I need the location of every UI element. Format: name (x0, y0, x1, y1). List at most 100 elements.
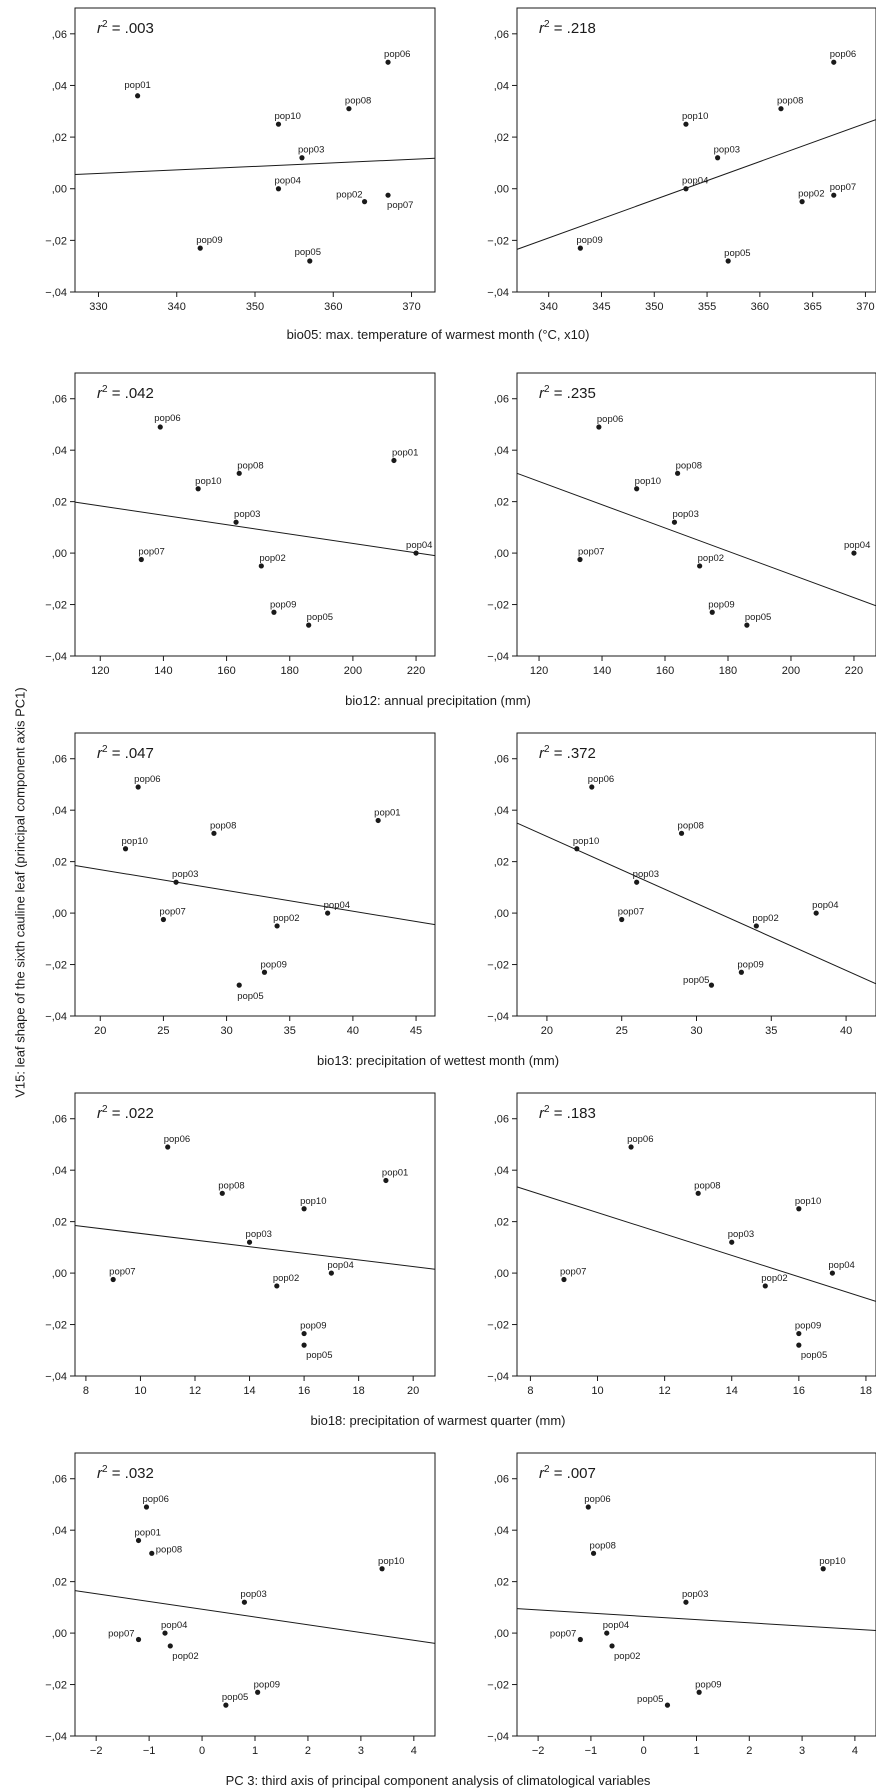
data-point-pop01 (391, 457, 397, 464)
data-point-pop07 (561, 1276, 567, 1283)
scatter-panel-10: −,04 −,02 ,00 ,02 ,04 ,06 −2 −1 0 1 2 3 4 r2 = .007 po… (487, 1452, 876, 1757)
data-point-pop09 (271, 609, 277, 615)
y-tick-label: ,06 (52, 1474, 67, 1486)
point-label-pop04: pop04 (327, 1260, 353, 1271)
data-point-pop07 (385, 192, 391, 198)
data-point-pop06 (385, 59, 391, 65)
y-tick-label: ,00 (52, 908, 67, 920)
y-tick-label: ,04 (52, 805, 67, 817)
data-point-pop07 (110, 1276, 116, 1283)
point-label-pop06: pop06 (384, 49, 410, 60)
data-point-pop06 (585, 1504, 591, 1510)
point-label-pop04: pop04 (844, 540, 870, 551)
point-label-pop09: pop09 (260, 959, 286, 970)
data-point-pop08 (678, 830, 685, 836)
data-point-pop05 (301, 1342, 307, 1348)
data-point-pop02 (609, 1643, 615, 1649)
point-label-pop09: pop09 (708, 599, 734, 610)
scatter-panel-8: −,04 −,02 ,00 ,02 ,04 ,06 8 10 12 14 16 18 r2 = .183… (487, 1092, 876, 1397)
data-point-pop08 (346, 106, 352, 112)
point-label-pop05: pop05 (307, 612, 333, 623)
point-label-pop06: pop06 (627, 1134, 653, 1145)
data-point-pop07 (160, 916, 167, 923)
point-label-pop09: pop09 (737, 959, 763, 970)
data-point-pop02 (274, 1283, 280, 1289)
data-point-pop08 (675, 470, 681, 476)
point-label-pop06: pop06 (597, 414, 623, 425)
y-tick-label: −,02 (487, 960, 509, 972)
point-label-pop08: pop08 (694, 1180, 720, 1191)
point-label-pop02: pop02 (761, 1273, 787, 1284)
data-point-pop07 (577, 556, 583, 563)
x-tick-label: 120 (530, 665, 548, 677)
y-tick-label: ,00 (52, 1268, 67, 1280)
data-point-pop02 (753, 923, 759, 929)
data-point-pop03 (233, 519, 239, 525)
point-label-pop09: pop09 (795, 1321, 821, 1332)
x-axis-label-pc3: PC 3: third axis of principal component … (225, 1773, 651, 1788)
regression-line (74, 865, 436, 926)
plot-frame (74, 1092, 436, 1377)
y-tick-label: −,04 (487, 1371, 509, 1383)
point-label-pop04: pop04 (603, 1620, 629, 1631)
x-tick-label: 340 (539, 301, 557, 313)
point-label-pop10: pop10 (819, 1556, 845, 1567)
y-tick-label: −,04 (45, 1011, 67, 1023)
x-tick-label: 14 (726, 1385, 738, 1397)
x-tick-label: 2 (305, 1745, 311, 1757)
point-label-pop03: pop03 (246, 1229, 272, 1240)
y-tick-label: −,02 (487, 1320, 509, 1332)
y-tick-label: ,06 (494, 1474, 509, 1486)
r-squared-annotation: r2 = .047 (97, 744, 154, 762)
plot-frame (516, 372, 876, 657)
scatter-panel-6: −,04 −,02 ,00 ,02 ,04 ,06 20 25 30 35 40 r2 = .372 p… (487, 732, 876, 1037)
plot-frame (74, 732, 436, 1017)
x-tick-label: 355 (698, 301, 716, 313)
x-tick-label: 140 (154, 665, 172, 677)
data-point-pop09 (197, 245, 203, 251)
data-point-pop09 (796, 1330, 802, 1337)
regression-line (516, 1608, 876, 1632)
data-point-pop07 (577, 1636, 583, 1643)
data-point-pop10 (683, 121, 689, 127)
scatter-panel-4: −,04 −,02 ,00 ,02 ,04 ,06 120 140 160 180 200 220 r2… (487, 372, 876, 677)
x-tick-label: 8 (83, 1385, 89, 1397)
data-point-pop05 (725, 258, 731, 264)
point-label-pop04: pop04 (274, 176, 300, 187)
y-tick-label: −,04 (45, 287, 67, 299)
point-label-pop08: pop08 (590, 1540, 616, 1551)
data-point-pop10 (301, 1206, 307, 1212)
point-label-pop06: pop06 (142, 1494, 168, 1505)
x-tick-label: 340 (168, 301, 186, 313)
point-label-pop06: pop06 (588, 774, 614, 785)
point-label-pop07: pop07 (109, 1267, 135, 1278)
data-point-pop04 (813, 910, 819, 916)
x-axis-label-bio05: bio05: max. temperature of warmest month… (286, 327, 590, 342)
y-tick-label: ,04 (494, 80, 509, 92)
point-label-pop05: pop05 (724, 248, 750, 259)
data-point-pop03 (683, 1599, 689, 1605)
data-point-pop10 (820, 1566, 826, 1572)
y-tick-label: −,04 (45, 651, 67, 663)
point-label-pop03: pop03 (682, 1589, 708, 1600)
x-tick-label: 12 (659, 1385, 671, 1397)
x-tick-label: 360 (324, 301, 342, 313)
point-label-pop08: pop08 (777, 96, 803, 107)
point-label-pop10: pop10 (300, 1196, 326, 1207)
r-squared-annotation: r2 = .235 (539, 384, 596, 402)
x-tick-label: 200 (344, 665, 362, 677)
point-label-pop01: pop01 (374, 807, 400, 818)
data-point-pop06 (831, 59, 837, 65)
point-label-pop05: pop05 (222, 1692, 248, 1703)
data-point-pop03 (246, 1239, 253, 1245)
data-point-pop05 (306, 622, 312, 628)
y-tick-label: ,04 (52, 1165, 67, 1177)
point-label-pop10: pop10 (795, 1196, 821, 1207)
r-squared-annotation: r2 = .042 (97, 384, 154, 402)
point-label-pop08: pop08 (218, 1180, 244, 1191)
y-tick-label: ,02 (52, 1217, 67, 1229)
data-point-pop03 (671, 519, 678, 525)
x-tick-label: 0 (641, 1745, 647, 1757)
point-label-pop02: pop02 (273, 913, 299, 924)
y-tick-label: ,04 (52, 80, 67, 92)
